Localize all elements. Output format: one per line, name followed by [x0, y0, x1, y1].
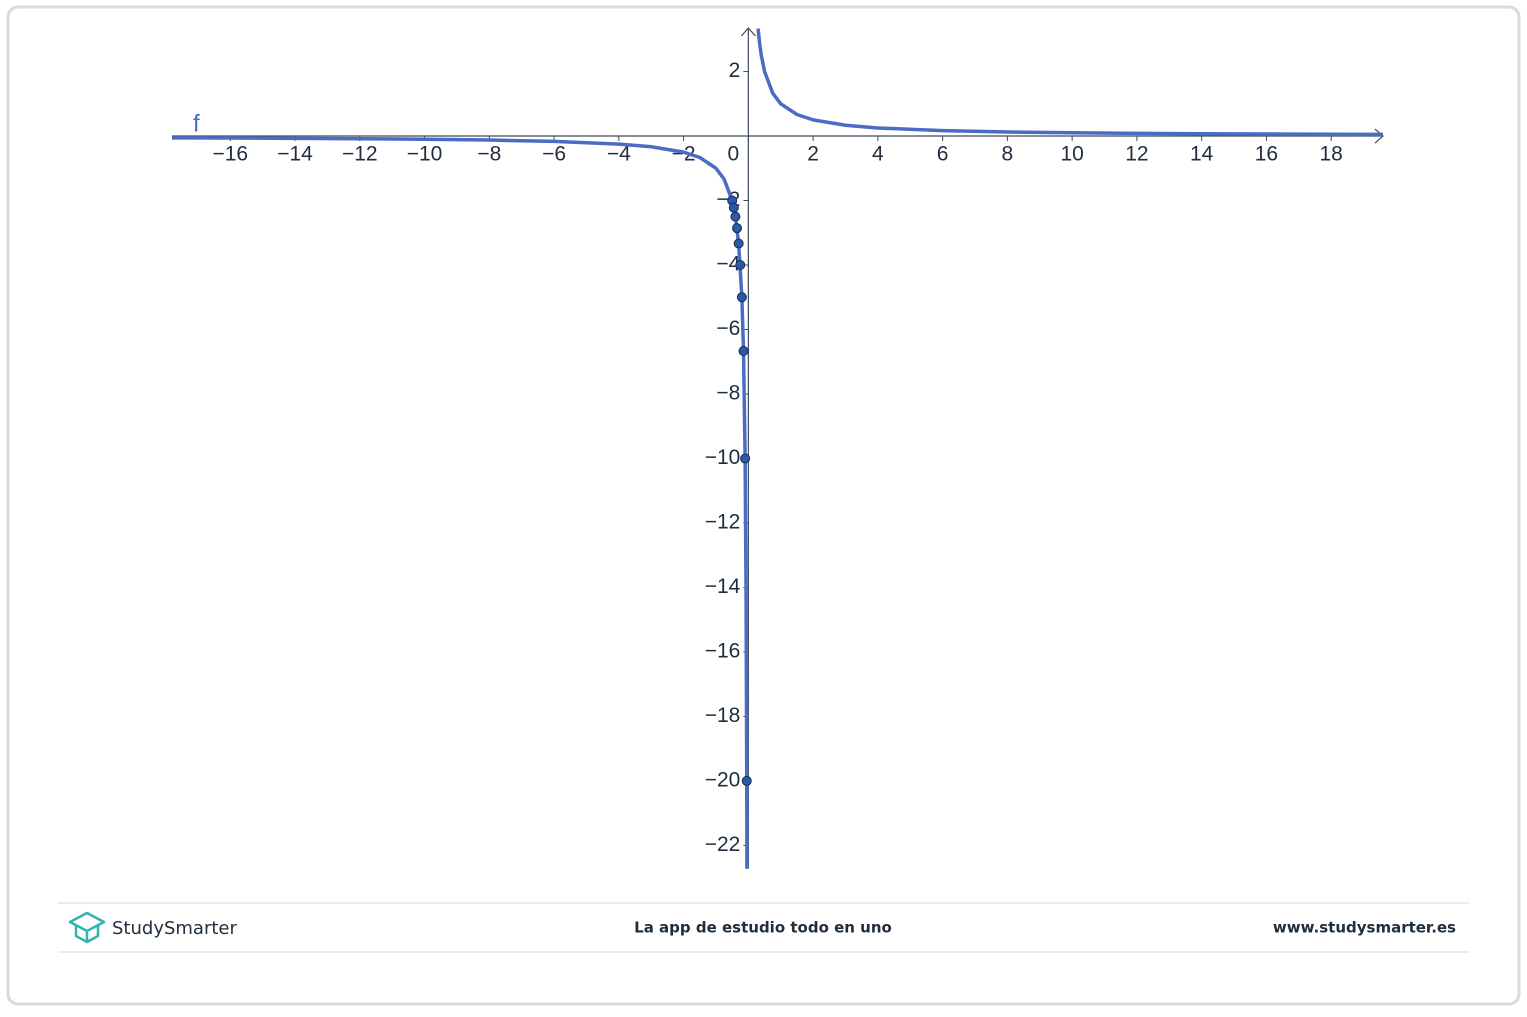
- function-label: f: [193, 110, 200, 137]
- x-tick-label: −12: [342, 143, 378, 166]
- y-tick-label: −22: [705, 833, 741, 856]
- x-tick-label: −4: [607, 143, 631, 166]
- y-arrow: [740, 27, 756, 37]
- y-tick-label: −6: [716, 317, 740, 340]
- x-tick-label: −14: [277, 143, 313, 166]
- y-tick-label: −10: [705, 446, 741, 469]
- x-tick-label: −10: [407, 143, 443, 166]
- tagline: La app de estudio todo en uno: [634, 919, 892, 937]
- x-arrow: [1374, 128, 1384, 144]
- point: [738, 345, 749, 356]
- x-tick-label: 10: [1060, 143, 1083, 166]
- point: [732, 223, 743, 234]
- function-curve: [171, 28, 1384, 869]
- point: [735, 260, 746, 271]
- point: [740, 453, 751, 464]
- url: www.studysmarter.es: [1273, 919, 1456, 937]
- point: [730, 211, 741, 222]
- x-tick-label: −2: [672, 143, 696, 166]
- x-tick-label: 14: [1190, 143, 1214, 166]
- logo: [68, 911, 106, 944]
- point: [736, 292, 747, 303]
- x-tick-label: −16: [212, 143, 248, 166]
- y-tick-label: −16: [705, 640, 741, 663]
- point: [728, 202, 739, 213]
- x-tick-label: 6: [937, 143, 949, 166]
- x-tick-label: −6: [542, 143, 566, 166]
- x-tick-label: 0: [728, 143, 740, 166]
- x-tick-label: 18: [1320, 143, 1343, 166]
- frame: [6, 5, 1521, 1006]
- y-tick-label: −14: [705, 575, 741, 598]
- y-tick-label: −4: [716, 253, 740, 276]
- x-tick-label: 12: [1125, 143, 1148, 166]
- x-tick-label: 2: [807, 143, 819, 166]
- y-tick-label: −20: [705, 768, 741, 791]
- y-tick-label: 2: [729, 59, 741, 82]
- y-tick-label: −8: [716, 382, 740, 405]
- x-tick-label: 16: [1255, 143, 1278, 166]
- point: [733, 238, 744, 249]
- x-tick-label: 8: [1002, 143, 1014, 166]
- brand: StudySmarter: [112, 918, 237, 939]
- y-tick-label: −12: [705, 511, 741, 534]
- point: [741, 775, 752, 786]
- x-tick-label: −8: [477, 143, 501, 166]
- y-tick-label: −18: [705, 704, 741, 727]
- x-tick-label: 4: [872, 143, 884, 166]
